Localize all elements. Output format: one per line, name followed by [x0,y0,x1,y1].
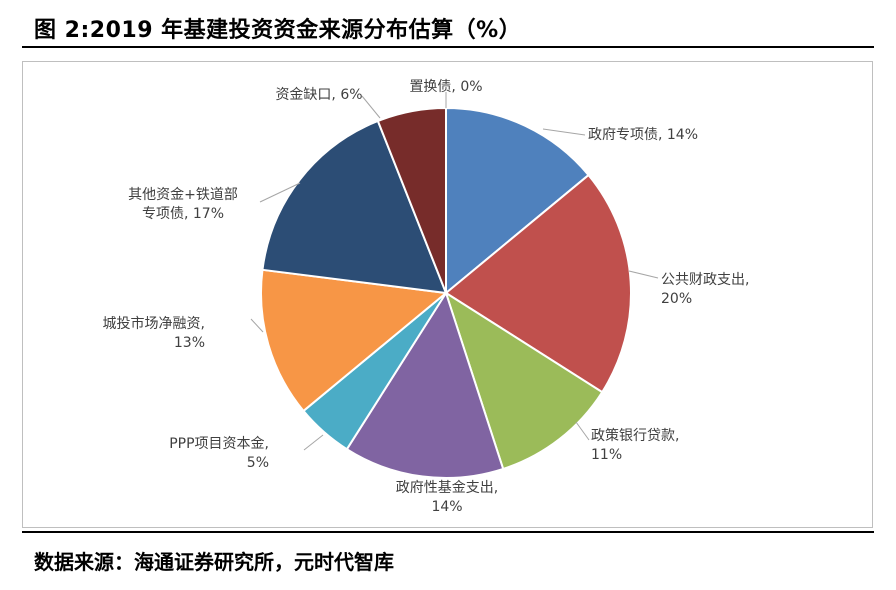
pie-slices [260,106,632,479]
slice-label-7: 其他资金+铁道部 [128,187,238,203]
slice-label-8: 资金缺口, 6% [275,87,362,103]
slice-label-4: 政府性基金支出, [396,479,498,496]
title-rule [22,46,874,48]
leader-line-6 [250,318,264,333]
pie-slice-6 [260,268,449,413]
slice-label-1: 政府专项债, 14% [588,127,698,143]
slice-label-2: 公共财政支出, [661,272,749,288]
slice-label-4: 14% [431,499,462,515]
leader-line-3 [575,421,590,441]
pie-slice-4 [345,290,505,479]
pie-slice-1 [445,106,590,296]
slice-label-7: 专项债, 17% [142,206,224,222]
slice-label-5: PPP项目资本金, [169,436,269,452]
slice-label-3: 11% [591,447,622,463]
pie-slice-8 [376,106,447,294]
pie-slice-3 [444,290,604,471]
leader-line-8 [361,95,381,119]
figure-title: 图 2:2019 年基建投资资金来源分布估算（%） [34,18,522,43]
slice-labels: 政府专项债, 14% 公共财政支出, 20% 政策银行贷款, 11% 政府性基金支出, 14… [103,78,750,515]
slice-label-9: 置换债, 0% [409,78,482,95]
slice-label-3: 政策银行贷款, [591,427,679,444]
chart-area: 政府专项债, 14% 公共财政支出, 20% 政策银行贷款, 11% 政府性基金支出, 14… [22,61,873,528]
pie-slice-7 [261,119,448,295]
slice-label-6: 13% [174,335,205,351]
pie-slice-2 [444,173,632,394]
leader-line-1 [542,128,586,136]
slice-label-2: 20% [661,291,692,307]
source-rule [22,531,874,533]
pie-chart: 政府专项债, 14% 公共财政支出, 20% 政策银行贷款, 11% 政府性基金支出, 14… [103,78,750,515]
leader-line-7 [259,182,301,203]
leader-line-2 [628,270,659,279]
slice-label-5: 5% [247,455,269,471]
leader-line-5 [303,434,324,451]
data-source: 数据来源：海通证券研究所，元时代智库 [34,550,394,574]
leader-lines [250,92,659,451]
slice-label-6: 城投市场净融资, [103,315,205,332]
